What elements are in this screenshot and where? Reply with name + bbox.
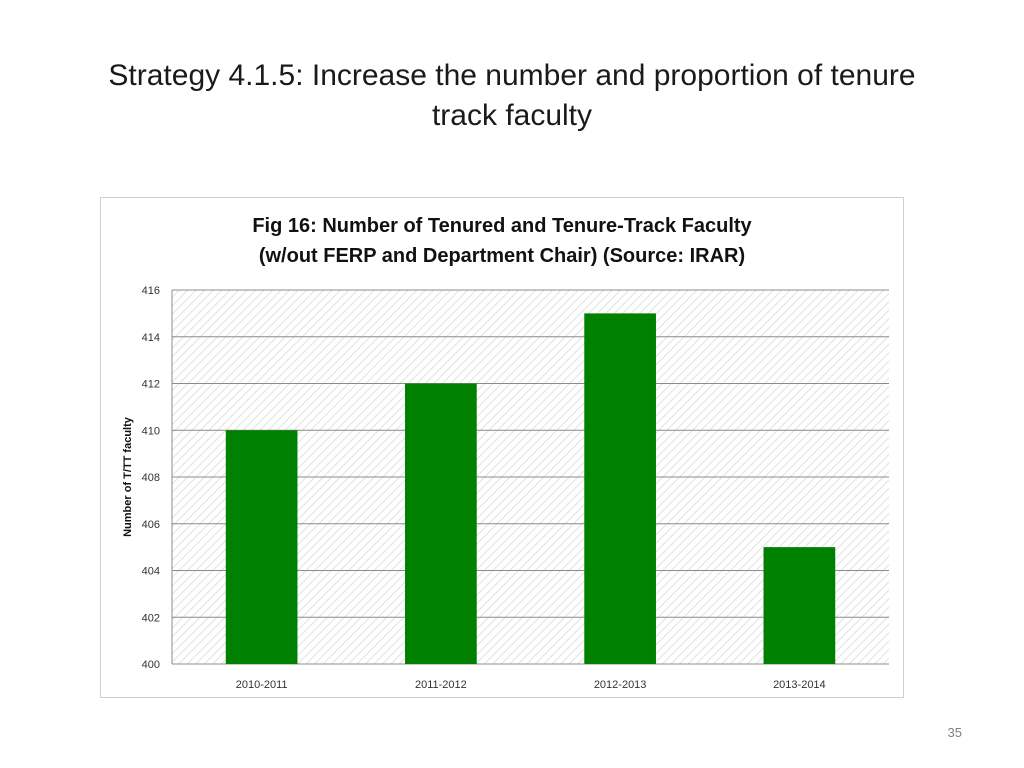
y-tick-label: 414 xyxy=(142,332,160,344)
x-tick-label: 2013-2014 xyxy=(773,679,826,691)
bars xyxy=(225,313,836,664)
y-tick-label: 408 xyxy=(142,472,160,484)
bar-2010-2011 xyxy=(225,430,298,664)
y-tick-label: 404 xyxy=(142,566,160,578)
y-tick-label: 412 xyxy=(142,379,160,391)
chart-frame: Fig 16: Number of Tenured and Tenure-Tra… xyxy=(100,197,904,698)
y-tick-label: 406 xyxy=(142,519,160,531)
y-axis-label: Number of T/TT faculty xyxy=(122,416,134,537)
chart-title-line1: Fig 16: Number of Tenured and Tenure-Tra… xyxy=(252,215,752,237)
y-tick-label: 402 xyxy=(142,612,160,624)
y-tick-label: 400 xyxy=(142,659,160,671)
bar-2013-2014 xyxy=(763,547,836,664)
chart-title: Fig 16: Number of Tenured and Tenure-Tra… xyxy=(101,211,903,271)
y-tick-labels: 400 402 404 406 408 410 412 414 416 xyxy=(142,285,160,671)
y-tick-label: 416 xyxy=(142,285,160,297)
x-tick-label: 2010-2011 xyxy=(236,679,288,691)
x-tick-labels: 2010-2011 2011-2012 2012-2013 2013-2014 xyxy=(236,679,826,691)
slide-title-line1: Strategy 4.1.5: Increase the number and … xyxy=(108,59,916,92)
y-tick-label: 410 xyxy=(142,425,160,437)
chart-title-line2: (w/out FERP and Department Chair) (Sourc… xyxy=(258,245,746,267)
slide-title: Strategy 4.1.5: Increase the number and … xyxy=(60,56,964,136)
page-number: 35 xyxy=(947,725,962,740)
slide-title-line2: track faculty xyxy=(431,99,593,132)
x-tick-label: 2011-2012 xyxy=(415,679,467,691)
bar-2012-2013 xyxy=(584,313,656,664)
x-tick-label: 2012-2013 xyxy=(594,679,647,691)
bar-2011-2012 xyxy=(405,383,477,664)
